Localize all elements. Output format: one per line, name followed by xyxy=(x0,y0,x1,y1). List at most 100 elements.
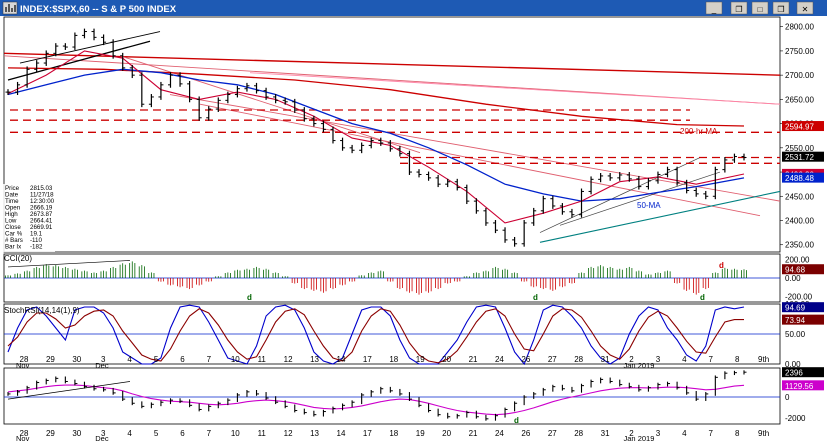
month-label: Jan 2019 xyxy=(624,361,655,370)
price-bar xyxy=(684,179,690,194)
bottom-bar xyxy=(322,409,326,417)
bottom-bar xyxy=(571,386,575,393)
price-bar xyxy=(320,120,326,133)
date-tick-label: 3 xyxy=(656,429,661,438)
date-tick-label: 6 xyxy=(180,429,185,438)
bottom-bar xyxy=(45,378,49,385)
date-tick-label: 18 xyxy=(389,355,398,364)
bottom-bar xyxy=(408,392,412,401)
window-title: INDEX:$SPX,60 -- S & P 500 INDEX xyxy=(20,4,177,15)
date-tick-label: 26 xyxy=(521,355,530,364)
restore-icon: ❐ xyxy=(777,5,784,14)
date-tick-label: 14 xyxy=(337,355,346,364)
info-box-bg xyxy=(3,184,55,252)
bottom-bar xyxy=(332,406,336,414)
price-bar xyxy=(693,187,699,197)
price-bar xyxy=(225,91,231,104)
ma50-annotation: 50-MA xyxy=(637,201,661,210)
price-bar xyxy=(139,72,145,108)
info-value: 2673.87 xyxy=(30,211,53,218)
info-value: 2664.41 xyxy=(30,218,53,225)
cci-badge-bg xyxy=(782,264,824,275)
bottom-bar xyxy=(561,384,565,391)
date-tick-label: 4 xyxy=(682,429,687,438)
month-label: Nov xyxy=(16,434,30,441)
info-value: 2666.19 xyxy=(30,205,53,212)
trend-line-4 xyxy=(199,103,761,217)
date-tick-label: 20 xyxy=(442,355,451,364)
date-tick-label: 31 xyxy=(601,355,610,364)
bottom-d-mark: d xyxy=(514,416,519,425)
trend-line-10 xyxy=(19,31,161,64)
price-bar xyxy=(540,195,546,214)
price-bar xyxy=(206,106,212,121)
bottom-bar xyxy=(141,401,145,409)
price-bar xyxy=(62,43,68,50)
bottom-bar xyxy=(7,392,11,396)
cci-label: CCI(20) xyxy=(4,254,32,263)
bottom-bar xyxy=(227,398,231,406)
date-tick-label: 29 xyxy=(46,355,55,364)
price-bar xyxy=(483,207,489,226)
bottom-bar xyxy=(198,403,202,412)
price-bar xyxy=(263,87,269,100)
stoch-label: StochRSI(14,14(1),9) xyxy=(4,306,80,315)
date-tick-label: 28 xyxy=(20,355,29,364)
bottom-bar xyxy=(265,392,269,400)
date-tick-label: 7 xyxy=(709,355,714,364)
price-bar xyxy=(72,32,78,50)
info-value: 11/27/18 xyxy=(30,192,54,199)
date-tick-label: 12 xyxy=(284,429,293,438)
bottom-bar xyxy=(418,397,422,408)
price-bar xyxy=(655,171,661,184)
price-tick-label: 2800.00 xyxy=(785,23,814,32)
bottom-bar xyxy=(351,400,355,408)
price-bar xyxy=(598,173,604,183)
price-badge-value: 2488.48 xyxy=(785,174,814,183)
restore-button[interactable] xyxy=(730,1,748,15)
minimize-button[interactable] xyxy=(705,1,723,15)
bottom-bar xyxy=(552,384,556,392)
price-bar xyxy=(712,166,718,200)
bottom-bar xyxy=(236,393,240,403)
date-tick-label: 17 xyxy=(363,355,372,364)
bottom-bar xyxy=(160,400,164,407)
bottom-bar xyxy=(255,389,260,396)
price-bar xyxy=(244,82,250,92)
price-tick-label: 2400.00 xyxy=(785,217,814,226)
price-bar xyxy=(502,227,508,243)
date-tick-label: 20 xyxy=(442,429,451,438)
stoch-badge-value: 73.94 xyxy=(785,316,806,325)
bottom-bar xyxy=(447,412,451,419)
date-tick-label: 27 xyxy=(548,355,557,364)
bottom-bar xyxy=(103,386,107,392)
date-tick-label: 10 xyxy=(231,355,240,364)
price-bar xyxy=(387,140,393,152)
price-bar xyxy=(15,81,21,96)
window-controls: _ ❐ □ ❐ ✕ xyxy=(705,1,814,15)
bottom-bar xyxy=(131,397,135,406)
minimize-icon: _ xyxy=(711,5,717,14)
date-tick-label: 28 xyxy=(20,429,29,438)
bottom-bar xyxy=(542,387,546,396)
info-value: -110 xyxy=(30,237,42,244)
date-tick-label: 5 xyxy=(154,355,159,364)
date-tick-label: 21 xyxy=(469,355,478,364)
price-tick-label: 2650.00 xyxy=(785,95,814,104)
bottom-bar xyxy=(533,392,537,399)
date-tick-label: 17 xyxy=(363,429,372,438)
price-bar xyxy=(368,137,374,149)
restore-button[interactable] xyxy=(772,1,790,15)
cci-tick-label: 200.00 xyxy=(785,256,810,265)
maximize-button[interactable] xyxy=(751,1,769,15)
price-badge-value: 2594.97 xyxy=(785,123,814,132)
price-bar xyxy=(187,80,193,103)
close-button[interactable] xyxy=(796,1,814,15)
cci-d-mark-3: d xyxy=(700,293,705,302)
price-bar xyxy=(559,203,565,215)
bottom-ma-line xyxy=(7,384,745,416)
price-bar xyxy=(531,207,537,226)
bottom-bar xyxy=(55,376,59,383)
price-bar xyxy=(215,97,221,112)
